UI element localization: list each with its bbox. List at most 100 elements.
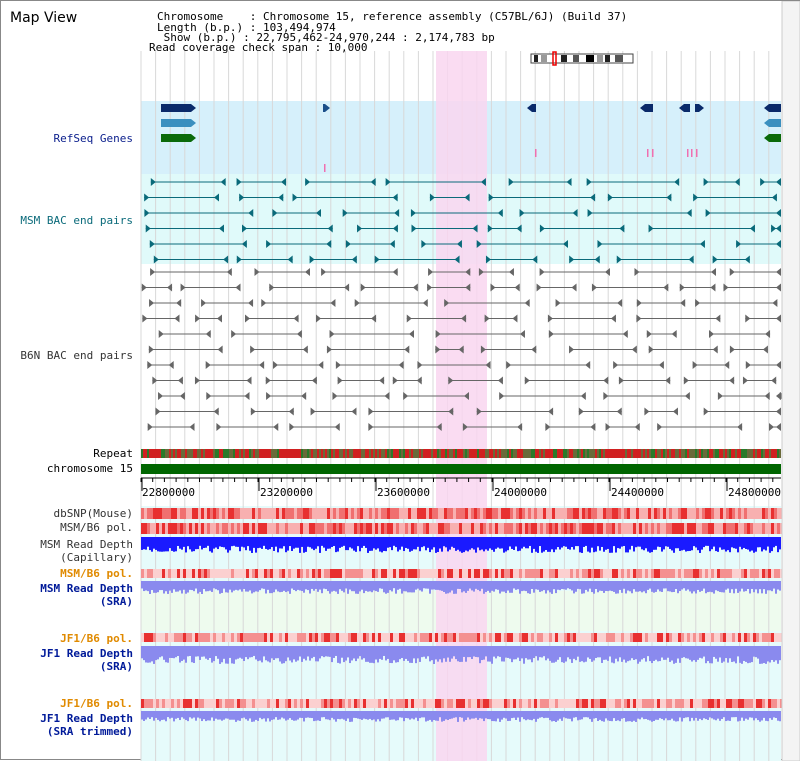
depth-bar bbox=[385, 581, 387, 594]
depth-bar bbox=[291, 711, 293, 720]
depth-bar bbox=[767, 646, 769, 662]
repeat-segment bbox=[629, 449, 631, 458]
bac-end-marker bbox=[548, 407, 554, 416]
depth-bar bbox=[507, 537, 509, 551]
pol-heat-cell bbox=[486, 633, 489, 642]
dbsnp-heat-cell bbox=[735, 508, 738, 519]
depth-bar bbox=[353, 646, 355, 659]
depth-bar bbox=[601, 581, 603, 591]
depth-bar bbox=[287, 646, 289, 658]
pol-heat-cell bbox=[321, 633, 324, 642]
depth-bar bbox=[689, 581, 691, 592]
pol-heat-cell bbox=[687, 699, 690, 708]
track-label-msm-b6-pol[interactable]: MSM/B6 pol. bbox=[60, 521, 133, 534]
depth-bar bbox=[509, 711, 511, 721]
pol-heat-cell bbox=[687, 569, 690, 578]
depth-bar bbox=[635, 711, 637, 722]
track-label-jf1-b6-pol[interactable]: JF1/B6 pol. bbox=[60, 632, 133, 645]
depth-bar bbox=[497, 646, 499, 657]
depth-bar bbox=[189, 646, 191, 656]
depth-bar bbox=[179, 537, 181, 549]
pol-heat-cell bbox=[765, 523, 768, 534]
pol-heat-cell bbox=[198, 633, 201, 642]
track-label-msm-bac[interactable]: MSM BAC end pairs bbox=[20, 214, 133, 227]
pol-heat-cell bbox=[210, 633, 213, 642]
depth-bar bbox=[763, 537, 765, 550]
pol-heat-cell bbox=[750, 523, 753, 534]
depth-bar bbox=[587, 581, 589, 592]
track-label-refseq[interactable]: RefSeq Genes bbox=[53, 132, 133, 145]
pol-heat-cell bbox=[369, 523, 372, 534]
depth-bar bbox=[235, 537, 237, 547]
pol-heat-cell bbox=[204, 569, 207, 578]
depth-bar bbox=[653, 537, 655, 550]
depth-bar bbox=[141, 537, 143, 550]
pol-heat-cell bbox=[276, 523, 279, 534]
repeat-segment bbox=[691, 449, 693, 458]
depth-bar bbox=[711, 711, 713, 719]
depth-bar bbox=[497, 581, 499, 590]
depth-bar bbox=[407, 537, 409, 549]
repeat-segment bbox=[377, 449, 379, 458]
depth-bar bbox=[423, 581, 425, 589]
depth-bar bbox=[503, 711, 505, 718]
pol-heat-cell bbox=[192, 569, 195, 578]
depth-bar bbox=[205, 537, 207, 548]
bac-end-marker bbox=[771, 376, 777, 385]
pol-heat-cell bbox=[375, 569, 378, 578]
depth-bar bbox=[637, 537, 639, 547]
repeat-segment bbox=[347, 449, 349, 458]
pol-heat-cell bbox=[732, 569, 735, 578]
dbsnp-heat-cell bbox=[195, 508, 198, 519]
depth-bar bbox=[523, 646, 525, 664]
dbsnp-heat-cell bbox=[729, 508, 732, 519]
track-label-dbsnp[interactable]: dbSNP(Mouse) bbox=[53, 507, 133, 520]
depth-bar bbox=[415, 646, 417, 664]
depth-bar bbox=[693, 537, 695, 547]
track-label-jf1-b6-pol-2[interactable]: JF1/B6 pol. bbox=[60, 697, 133, 710]
pol-heat-cell bbox=[168, 523, 171, 534]
pol-heat-cell bbox=[615, 699, 618, 708]
pol-heat-cell bbox=[144, 523, 147, 534]
dbsnp-heat-cell bbox=[576, 508, 579, 519]
track-label-msm-depth-sra[interactable]: MSM Read Depth bbox=[40, 582, 133, 595]
bac-end-marker bbox=[351, 407, 357, 416]
depth-bar bbox=[641, 581, 643, 593]
pol-heat-cell bbox=[678, 569, 681, 578]
repeat-segment bbox=[315, 449, 317, 458]
bac-end-marker bbox=[342, 209, 348, 217]
pol-heat-cell bbox=[543, 633, 546, 642]
repeat-segment bbox=[495, 449, 497, 458]
repeat-segment bbox=[237, 449, 239, 458]
track-label-b6n-bac[interactable]: B6N BAC end pairs bbox=[20, 349, 133, 362]
repeat-segment bbox=[689, 449, 691, 458]
repeat-segment bbox=[681, 449, 683, 458]
track-label-jf1-depth-sra[interactable]: JF1 Read Depth bbox=[40, 647, 133, 660]
pol-heat-cell bbox=[711, 699, 714, 708]
track-label-chromosome[interactable]: chromosome 15 bbox=[46, 462, 133, 475]
bac-end-marker bbox=[499, 392, 505, 400]
pol-heat-cell bbox=[195, 523, 198, 534]
depth-bar bbox=[245, 646, 247, 658]
track-label-msm-depth-cap[interactable]: MSM Read Depth bbox=[40, 538, 133, 551]
depth-bar bbox=[767, 581, 769, 591]
track-label-jf1-depth-trim[interactable]: JF1 Read Depth bbox=[40, 712, 133, 725]
depth-bar bbox=[239, 581, 241, 590]
bac-end-marker bbox=[244, 392, 250, 400]
pol-heat-cell bbox=[561, 523, 564, 534]
track-label-repeat[interactable]: Repeat bbox=[93, 447, 133, 460]
pol-heat-cell bbox=[147, 569, 150, 578]
depth-bar bbox=[545, 711, 547, 718]
depth-bar bbox=[735, 711, 737, 718]
track-label-msm-b6-pol-2[interactable]: MSM/B6 pol. bbox=[60, 567, 133, 580]
pol-heat-cell bbox=[303, 633, 306, 642]
pol-heat-cell bbox=[462, 699, 465, 708]
pol-heat-cell bbox=[252, 699, 255, 708]
pol-heat-cell bbox=[315, 633, 318, 642]
depth-bar bbox=[333, 711, 335, 720]
repeat-segment bbox=[603, 449, 605, 458]
depth-bar bbox=[409, 581, 411, 593]
depth-bar bbox=[683, 646, 685, 658]
bac-end-marker bbox=[368, 423, 374, 431]
